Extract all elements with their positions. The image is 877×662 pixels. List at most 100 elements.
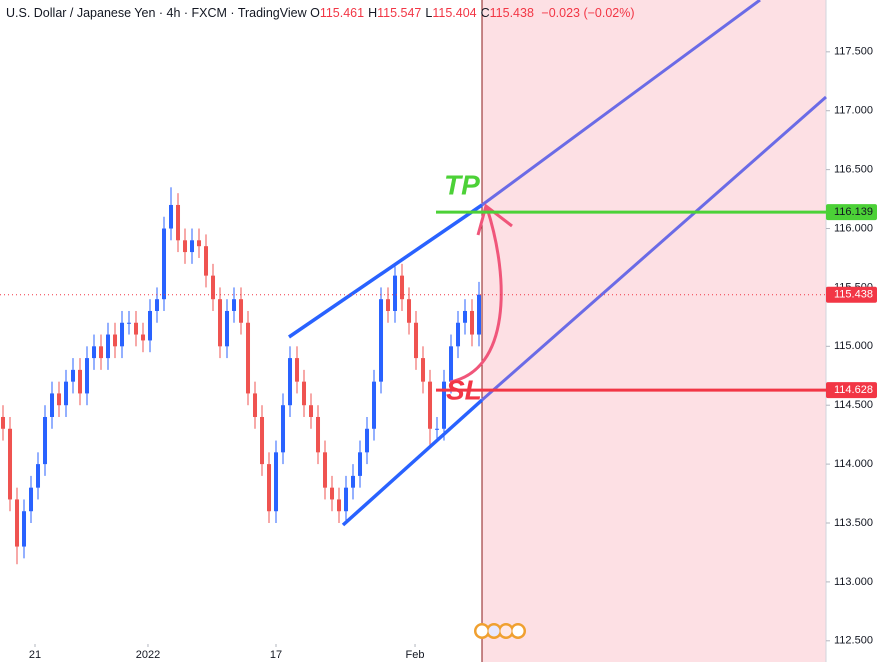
ohlc-value: 115.404 — [432, 6, 477, 20]
candle-body — [379, 299, 384, 382]
candle-body — [400, 275, 405, 300]
level-price: 114.628 — [834, 384, 873, 396]
candle-body — [435, 428, 440, 430]
level-label: SL — [446, 375, 482, 406]
last-price-badge — [826, 286, 877, 303]
candle-body — [309, 405, 314, 417]
channel-lower — [341, 398, 484, 527]
ohlc: O115.461 H115.547 L115.404 C115.438 — [310, 6, 538, 20]
candle-body — [281, 405, 286, 453]
candle-body — [127, 322, 132, 324]
candle-body — [239, 299, 244, 323]
x-tick-label: 21 — [29, 649, 41, 661]
candle-body — [1, 416, 6, 429]
ohlc-label: H — [368, 6, 378, 20]
candle-body — [456, 322, 461, 347]
candle-body — [71, 369, 76, 382]
candle-body — [218, 299, 223, 347]
last-price-label: 115.438 — [834, 289, 873, 301]
ohlc-value: 115.461 — [319, 6, 365, 20]
candle-body — [36, 464, 41, 488]
candle-body — [148, 310, 153, 341]
candle-body — [176, 204, 181, 241]
y-tick-label: 114.500 — [834, 399, 873, 411]
y-tick-label: 116.000 — [834, 222, 873, 234]
candle-body — [253, 393, 258, 417]
channel-upper-ext — [481, 0, 761, 207]
candle-body — [421, 358, 426, 382]
candle-body — [29, 487, 34, 512]
candle-body — [225, 310, 230, 347]
candle-body — [106, 334, 111, 359]
y-tick-label: 116.500 — [834, 164, 873, 176]
candle-body — [155, 299, 160, 311]
candle-body — [113, 334, 118, 347]
candle-body — [260, 416, 265, 465]
ohlc-value: 115.438 — [489, 6, 534, 20]
header: U.S. Dollar / Japanese Yen · 4h · FXCM ·… — [6, 6, 639, 20]
ohlc-label: O — [310, 6, 320, 20]
candle-body — [323, 452, 328, 488]
y-tick-label: 113.000 — [834, 576, 873, 588]
candle-body — [330, 487, 335, 500]
candle-body — [372, 381, 377, 429]
event-icons — [474, 623, 526, 639]
candle-body — [85, 358, 90, 394]
candle-body — [449, 346, 454, 382]
future-zone — [482, 0, 826, 662]
candle-body — [316, 416, 321, 453]
ohlc-label: L — [425, 6, 433, 20]
y-tick-label: 112.500 — [834, 635, 873, 647]
candle-body — [470, 310, 475, 335]
candle-body — [386, 299, 391, 311]
candle-body — [15, 499, 20, 547]
x-tick-label: Feb — [406, 649, 425, 661]
candle-body — [57, 393, 62, 406]
symbol: U.S. Dollar / Japanese Yen · 4h · FXCM ·… — [6, 6, 307, 20]
candle-body — [43, 416, 48, 465]
candle-body — [141, 334, 146, 341]
candle-body — [22, 511, 27, 547]
x-tick-label: 2022 — [136, 649, 160, 661]
candle-body — [162, 228, 167, 300]
candle-body — [393, 275, 398, 311]
candle-body — [295, 358, 300, 382]
candle-body — [134, 322, 139, 335]
ohlc-label: C — [480, 6, 490, 20]
candle-body — [358, 452, 363, 476]
candle-body — [232, 299, 237, 311]
candle-body — [8, 428, 13, 500]
candle-body — [337, 499, 342, 512]
candle-body — [204, 246, 209, 276]
candle-body — [351, 475, 356, 488]
y-tick-label: 117.500 — [834, 46, 873, 58]
level-badge — [826, 382, 877, 399]
candle-body — [50, 393, 55, 417]
candle-body — [407, 299, 412, 323]
candle-body — [120, 322, 125, 347]
candle-body — [64, 381, 69, 406]
candle-body — [463, 310, 468, 323]
arrow-head — [476, 203, 513, 236]
candle-body — [414, 322, 419, 359]
y-tick-label: 115.000 — [834, 340, 873, 352]
x-tick-label: 17 — [270, 649, 282, 661]
channel-upper — [288, 203, 483, 339]
candle-body — [365, 428, 370, 453]
candle-body — [288, 358, 293, 406]
level-price: 116.139 — [834, 206, 873, 218]
y-tick-label: 114.000 — [834, 458, 873, 470]
candle-body — [211, 275, 216, 300]
change: −0.023 (−0.02%) — [541, 6, 635, 20]
candle-body — [477, 294, 482, 335]
candle-body — [99, 346, 104, 359]
candle-body — [344, 487, 349, 512]
level-badge — [826, 204, 877, 221]
candle-body — [197, 240, 202, 247]
candle-body — [267, 464, 272, 512]
candle-body — [246, 322, 251, 394]
candle-body — [92, 346, 97, 359]
y-tick-label: 113.500 — [834, 517, 873, 529]
candle-body — [190, 240, 195, 253]
